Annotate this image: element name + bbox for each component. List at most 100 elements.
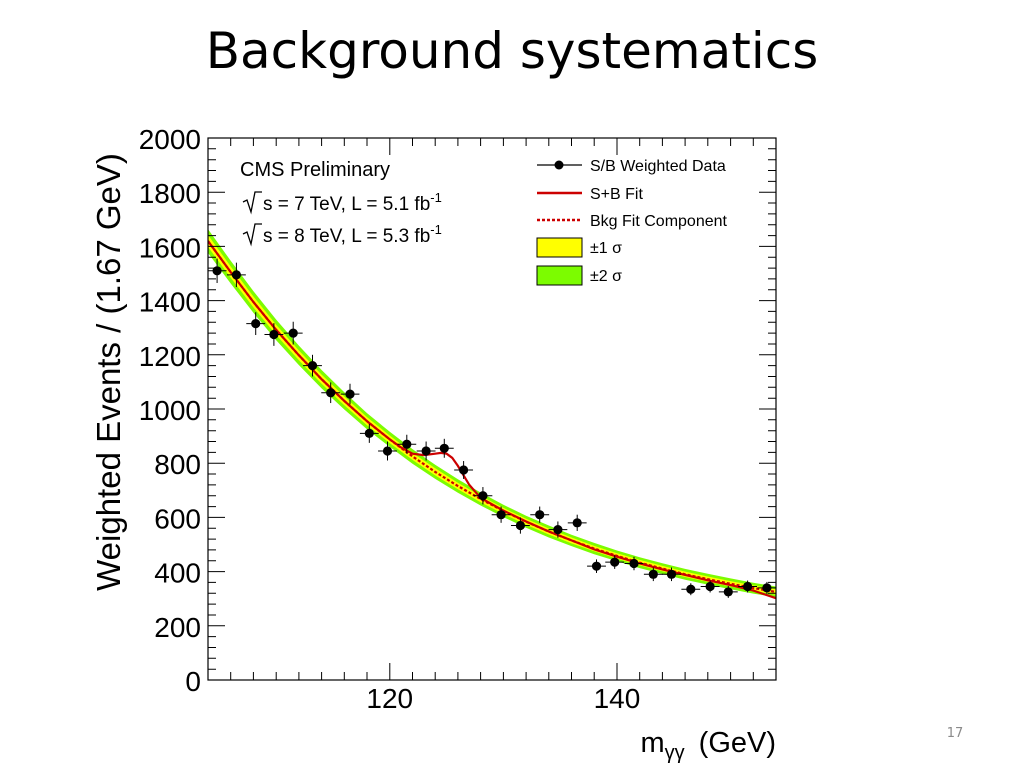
- data-marker: [345, 389, 355, 399]
- data-marker: [535, 510, 545, 520]
- legend-label-band2: ±2 σ: [590, 268, 622, 285]
- data-marker: [382, 446, 393, 456]
- uncertainty-bands: [208, 229, 776, 598]
- legend-label-sb-fit: S+B Fit: [590, 186, 643, 203]
- page-number: 17: [946, 726, 964, 741]
- y-tick-label: 0: [185, 666, 201, 697]
- data-marker: [439, 443, 449, 453]
- data-point: [321, 382, 341, 404]
- data-point: [226, 262, 246, 288]
- data-marker: [307, 361, 318, 371]
- x-tick-label: 120: [366, 683, 413, 714]
- data-point: [681, 583, 701, 596]
- data-marker: [723, 587, 733, 597]
- x-axis-label-unit: (GeV): [699, 727, 776, 759]
- data-marker: [251, 319, 261, 329]
- data-marker: [629, 558, 639, 569]
- data-marker: [459, 465, 469, 475]
- legend: S/B Weighted Data S+B Fit Bkg Fit Compon…: [536, 158, 728, 286]
- data-marker: [478, 491, 488, 501]
- legend-entry-band2: ±2 σ: [536, 265, 622, 286]
- data-marker: [288, 328, 298, 338]
- x-tick-labels: 120 140: [366, 683, 640, 714]
- data-point: [662, 567, 681, 582]
- data-point: [378, 441, 397, 461]
- y-tick-label: 800: [154, 449, 201, 480]
- data-point: [605, 555, 625, 569]
- tick-marks: [207, 137, 777, 681]
- data-point: [283, 321, 303, 345]
- data-point: [246, 312, 266, 336]
- energy-lumi-exp-1: -1: [430, 190, 442, 205]
- data-marker: [553, 524, 563, 535]
- y-tick-label: 200: [154, 612, 201, 643]
- energy-lumi-text-1: s = 7 TeV, L = 5.1 fb: [263, 194, 430, 215]
- data-point: [738, 580, 758, 593]
- data-point: [491, 506, 511, 523]
- data-point: [454, 461, 474, 479]
- energy-lumi-line-1: s = 7 TeV, L = 5.1 fb-1: [242, 190, 442, 215]
- y-tick-label: 1600: [139, 232, 201, 263]
- y-tick-label: 1200: [139, 341, 201, 372]
- x-axis-label-sub: γγ: [665, 742, 685, 764]
- y-tick-label: 1000: [139, 395, 201, 426]
- data-point: [264, 323, 284, 346]
- data-marker: [591, 561, 602, 571]
- legend-entry-band1: ±1 σ: [536, 237, 622, 258]
- experiment-label: CMS Preliminary: [240, 159, 390, 181]
- y-tick-label: 1400: [139, 287, 201, 318]
- data-marker: [572, 518, 582, 528]
- data-marker: [686, 584, 696, 594]
- data-marker: [666, 569, 677, 579]
- y-tick-label: 2000: [139, 124, 201, 155]
- data-marker: [326, 388, 336, 398]
- data-point: [530, 506, 550, 523]
- energy-lumi-line-2: s = 8 TeV, L = 5.3 fb-1: [242, 222, 442, 247]
- data-point: [587, 559, 606, 573]
- legend-label-band1: ±1 σ: [590, 240, 622, 257]
- x-axis-label-main: m: [640, 727, 664, 759]
- data-point: [700, 580, 720, 593]
- data-point: [548, 521, 568, 538]
- axis-ticks: [207, 137, 777, 681]
- data-marker: [648, 569, 658, 579]
- sqrt-icon-1: [242, 191, 262, 215]
- data-point: [340, 383, 360, 405]
- band-2sigma: [208, 229, 776, 598]
- svg-text:s = 8 TeV, L = 5.3 fb-1: s = 8 TeV, L = 5.3 fb-1: [263, 222, 442, 247]
- y-tick-label: 1800: [139, 178, 201, 209]
- data-point: [624, 556, 644, 571]
- legend-entry-sb-fit: S+B Fit: [537, 186, 643, 203]
- fit-curves: [208, 240, 776, 600]
- svg-text:s = 7 TeV, L = 5.1 fb-1: s = 7 TeV, L = 5.1 fb-1: [263, 190, 442, 215]
- data-marker: [610, 557, 620, 567]
- data-point: [434, 438, 454, 458]
- data-point: [567, 514, 587, 531]
- data-marker: [231, 270, 241, 280]
- legend-green-box-icon: [536, 265, 583, 286]
- band-1sigma: [208, 235, 776, 595]
- legend-data-marker-icon: [554, 160, 564, 170]
- sqrt-icon-2: [242, 223, 262, 247]
- y-tick-label: 400: [154, 558, 201, 589]
- legend-label-bkg-fit: Bkg Fit Component: [590, 213, 728, 230]
- slide-title: Background systematics: [205, 22, 819, 80]
- data-point: [397, 434, 417, 454]
- sb-fit-line: [208, 240, 776, 600]
- bkg-fit-line: [208, 240, 776, 593]
- data-marker: [421, 446, 431, 456]
- y-tick-labels: 0 200 400 600 800 1000 1200 1400 1600 1800 2000: [139, 124, 201, 697]
- data-points: [207, 258, 777, 598]
- legend-label-data: S/B Weighted Data: [590, 158, 726, 175]
- energy-lumi-text-2: s = 8 TeV, L = 5.3 fb: [263, 226, 430, 247]
- data-marker: [496, 510, 506, 520]
- data-point: [473, 487, 493, 505]
- x-axis-label: mγγ (GeV): [640, 727, 776, 764]
- data-marker: [515, 520, 526, 531]
- legend-entry-data: S/B Weighted Data: [537, 158, 726, 175]
- energy-lumi-exp-2: -1: [430, 222, 442, 237]
- data-point: [643, 567, 663, 582]
- data-point: [757, 581, 777, 594]
- data-marker: [743, 581, 753, 592]
